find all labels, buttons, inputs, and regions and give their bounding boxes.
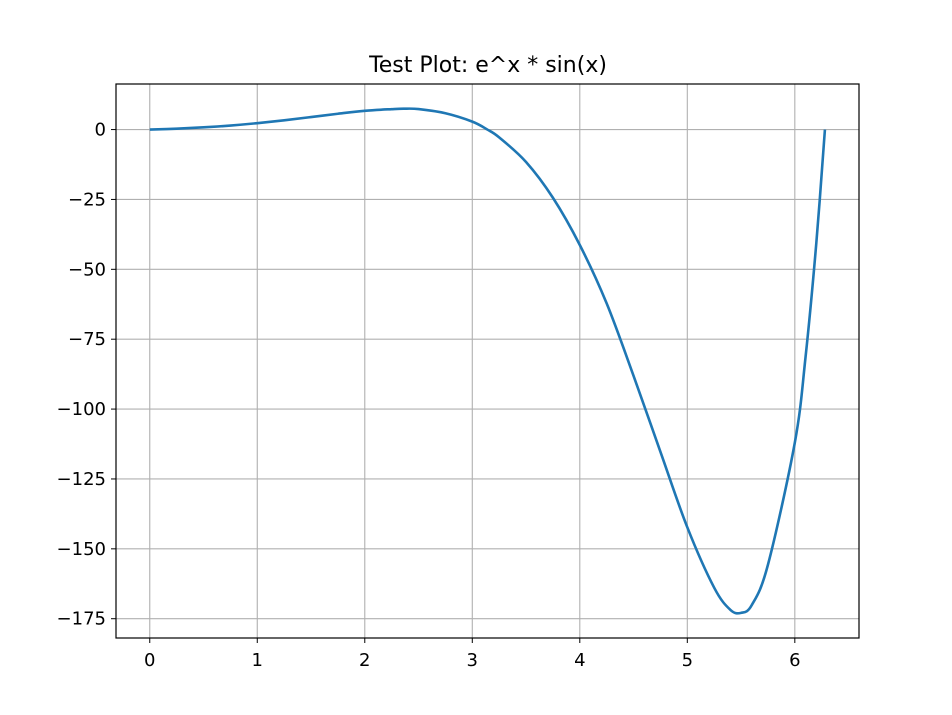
x-tick-label: 2 (359, 650, 370, 671)
series-layer (149, 107, 827, 615)
y-tick-label: −125 (57, 469, 106, 490)
x-tick-label: 5 (682, 650, 693, 671)
y-tick-label: −50 (68, 259, 106, 280)
y-tick-label: −25 (68, 189, 106, 210)
x-axis: 0 1 2 3 4 5 6 (144, 638, 801, 671)
x-tick-label: 6 (789, 650, 800, 671)
y-tick-label: 0 (95, 120, 106, 141)
y-tick-label: −175 (57, 609, 106, 630)
y-tick-label: −150 (57, 539, 106, 560)
x-tick-label: 0 (144, 650, 155, 671)
x-tick-label: 3 (467, 650, 478, 671)
grid (116, 84, 859, 638)
series-line (149, 107, 827, 615)
y-tick-label: −100 (57, 399, 106, 420)
x-tick-label: 4 (574, 650, 585, 671)
chart-title: Test Plot: e^x * sin(x) (368, 53, 607, 78)
x-tick-label: 1 (252, 650, 263, 671)
plot-frame (115, 83, 860, 639)
y-axis: 0 −25 −50 −75 −100 −125 −150 −175 (57, 120, 116, 630)
y-tick-label: −75 (68, 329, 106, 350)
